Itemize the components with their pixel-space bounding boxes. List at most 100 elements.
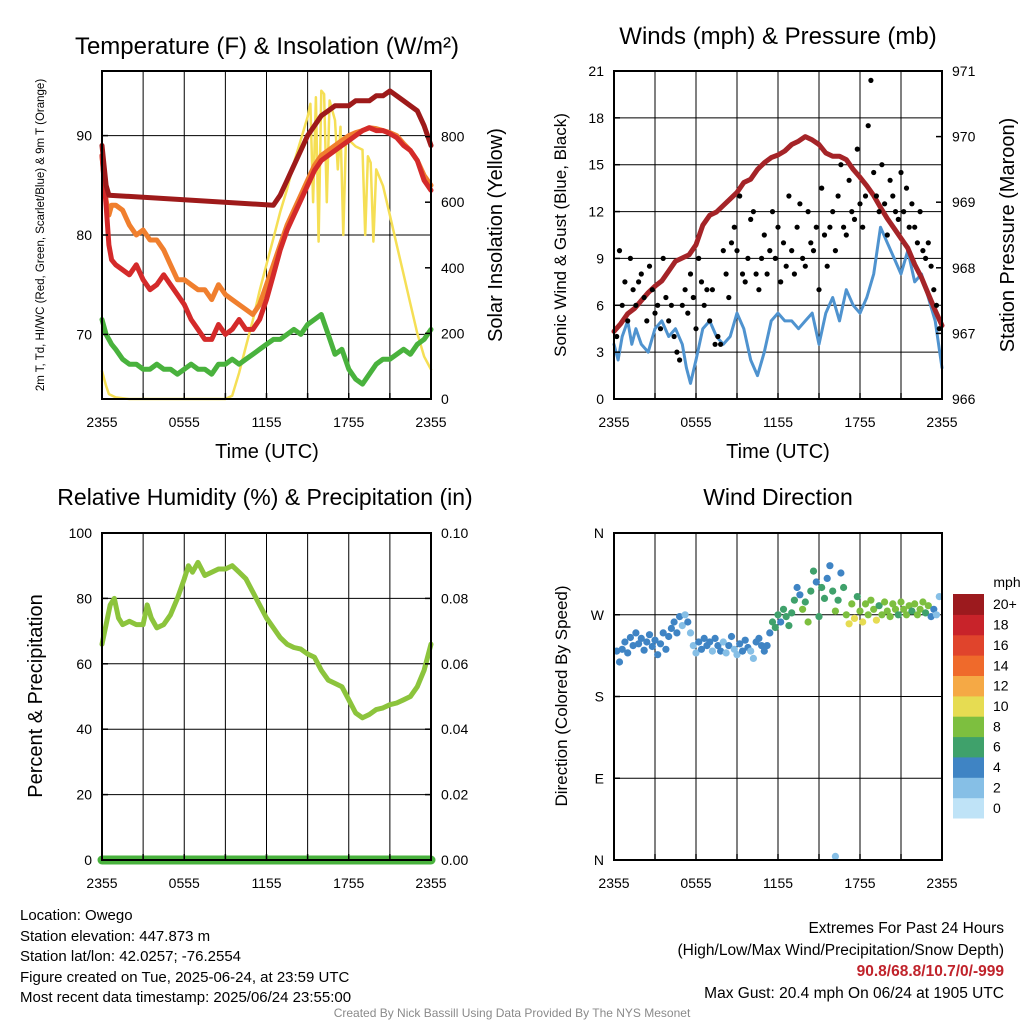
gust-point [671, 333, 677, 340]
gust-point [663, 294, 669, 301]
y-tick-label: 20 [76, 787, 92, 803]
colorbar-label: 2 [993, 780, 1001, 796]
direction-point [815, 613, 823, 621]
direction-point [864, 611, 872, 619]
y-tick-label: 0 [84, 852, 92, 868]
station-elevation: Station elevation: 447.873 m [20, 927, 211, 945]
gust-point [854, 146, 860, 152]
colorbar-title: mph [993, 574, 1020, 590]
gust-point [933, 302, 940, 308]
direction-point [632, 629, 640, 637]
direction-point [891, 605, 900, 613]
y-tick-label: 600 [441, 194, 465, 210]
y-tick-label: 968 [952, 260, 976, 276]
gust-point [745, 255, 751, 261]
y-tick-label: N [594, 525, 604, 541]
direction-point [809, 567, 818, 575]
x-tick-label: 1755 [844, 414, 875, 430]
y-tick-label: 3 [596, 344, 604, 360]
gust-point [633, 302, 639, 308]
gust-point [824, 263, 830, 269]
gust-point [682, 287, 688, 293]
colorbar-swatch [953, 797, 984, 819]
gust-point [903, 185, 910, 191]
gust-point [753, 271, 759, 277]
gust-point [802, 263, 808, 269]
direction-point [648, 642, 656, 651]
colorbar-label: 8 [993, 718, 1001, 734]
gust-point [687, 271, 694, 277]
gust-point [887, 177, 893, 183]
y-tick-label: 70 [76, 326, 92, 342]
gust-point [742, 279, 748, 285]
y-tick-label: 80 [76, 590, 92, 606]
winds-ylabel-left: Sonic Wind & Gust (Blue, Black) [551, 113, 570, 357]
x-tick-label: 0555 [169, 875, 200, 891]
direction-point [645, 631, 654, 639]
colorbar-label: 0 [993, 800, 1001, 816]
colorbar-swatch [953, 655, 984, 676]
y-tick-label: 969 [952, 194, 976, 210]
direction-point [719, 638, 727, 646]
direction-point [902, 611, 911, 619]
gust-point [690, 294, 696, 301]
direction-point [850, 614, 859, 623]
gust-point [816, 287, 822, 293]
humidity-title: Relative Humidity (%) & Precipitation (i… [57, 484, 472, 510]
direction-point [837, 569, 845, 577]
credit-line: Created By Nick Bassill Using Data Provi… [333, 1006, 691, 1020]
station-location: Location: Owego [20, 907, 133, 924]
humidity-panel: Relative Humidity (%) & Precipitation (i… [25, 484, 473, 891]
direction-point [626, 633, 635, 642]
y-tick-label: 0.00 [441, 852, 468, 868]
y-tick-label: W [591, 607, 605, 623]
direction-point [897, 598, 905, 606]
direction-point [878, 611, 886, 619]
direction-point [848, 600, 856, 608]
direction-point [908, 607, 916, 615]
winds-ticks: 2355 0555 1155 1755 2355 0 3 6 9 12 15 18 21 966 967 96… [588, 63, 975, 430]
gust-point [862, 193, 869, 199]
speed-colorbar: 0 2 4 6 8 10 12 14 16 18 20+ [953, 594, 1017, 819]
gust-point [655, 302, 661, 308]
gust-point [884, 232, 890, 238]
direction-point [695, 638, 703, 646]
y-tick-label: 800 [441, 129, 465, 145]
gust-point [898, 169, 904, 176]
direction-point [785, 622, 793, 630]
gust-point [685, 310, 691, 316]
colorbar-swatch [953, 695, 984, 717]
gust-point [712, 341, 718, 347]
gust-point [696, 255, 702, 261]
direction-point [870, 605, 878, 613]
gust-point [846, 177, 852, 183]
max-gust: Max Gust: 20.4 mph On 06/24 at 1905 UTC [704, 984, 1004, 1002]
winds-series [611, 77, 945, 385]
colorbar-label: 20+ [993, 596, 1017, 612]
direction-point [867, 596, 875, 604]
x-tick-label: 2355 [86, 875, 117, 891]
y-tick-label: 40 [76, 721, 92, 737]
gust-point [652, 310, 658, 316]
x-tick-label: 2355 [598, 875, 629, 891]
temperature-xlabel: Time (UTC) [215, 441, 319, 463]
direction-point [749, 654, 758, 663]
direction-point [801, 598, 809, 606]
extremes-info: Extremes For Past 24 Hours (High/Low/Max… [678, 918, 1005, 1004]
x-tick-label: 1155 [763, 414, 793, 430]
direction-point [741, 636, 749, 644]
direction-point [856, 607, 864, 615]
gust-point [701, 302, 707, 308]
gust-point [627, 255, 634, 261]
y-tick-label: 21 [588, 63, 604, 79]
direction-point [689, 642, 697, 650]
x-tick-label: 2355 [926, 875, 957, 891]
gust-point [723, 271, 729, 277]
direction-point [889, 600, 897, 608]
y-tick-label: 100 [69, 525, 93, 541]
direction-point [624, 649, 632, 657]
direction-point [831, 607, 840, 615]
direction-point [826, 562, 834, 570]
temperature-ticks: 2355 0555 1155 1755 2355 70 80 90 0 200 400 600 800 [76, 128, 464, 430]
gust-point [726, 294, 732, 301]
